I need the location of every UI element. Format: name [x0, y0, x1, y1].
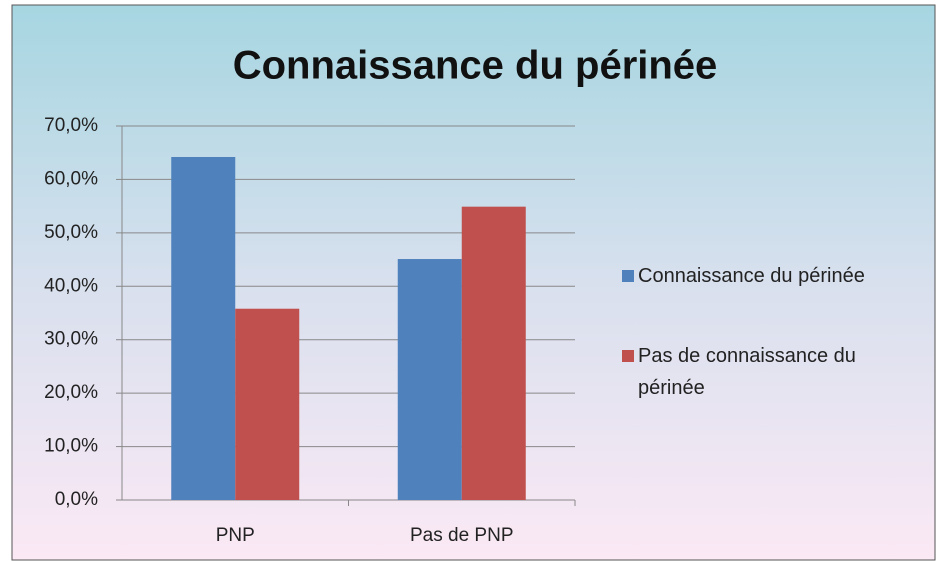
y-tick-label: 10,0% [44, 436, 98, 457]
legend-swatch [622, 270, 634, 282]
x-tick-label: Pas de PNP [410, 525, 514, 546]
legend-swatch [622, 350, 634, 362]
bar [461, 206, 526, 501]
chart-title: Connaissance du périnée [233, 44, 718, 88]
y-tick-label: 30,0% [44, 329, 98, 350]
legend-label: Pas de connaissance du périnée [638, 345, 856, 399]
bar [235, 308, 300, 500]
bar [171, 156, 236, 500]
y-tick-label: 50,0% [44, 222, 98, 243]
y-tick-label: 0,0% [55, 489, 98, 510]
legend-label: Connaissance du périnée [638, 265, 865, 287]
y-tick-label: 60,0% [44, 168, 98, 189]
y-tick-label: 70,0% [44, 115, 98, 136]
y-tick-label: 40,0% [44, 275, 98, 296]
y-tick-label: 20,0% [44, 382, 98, 403]
x-tick-label: PNP [216, 525, 255, 546]
bar [397, 259, 462, 500]
